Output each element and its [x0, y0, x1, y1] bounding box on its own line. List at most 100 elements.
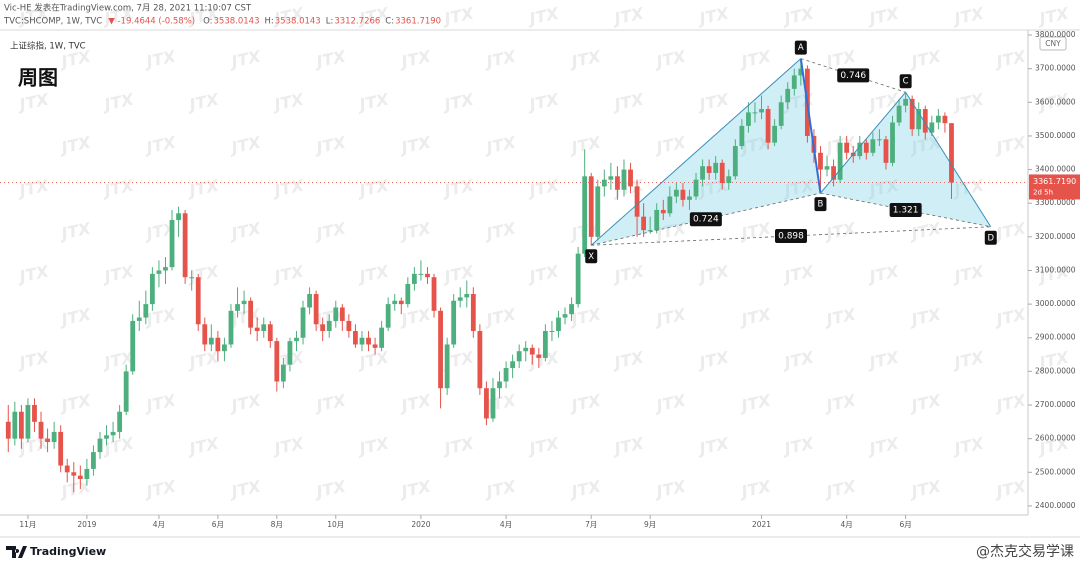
candle-body	[287, 341, 293, 365]
candle-body	[163, 267, 168, 271]
candle-body	[523, 347, 529, 352]
x-tick-label: 2019	[77, 520, 96, 529]
candle-body	[680, 189, 686, 200]
candle-body	[64, 465, 70, 473]
x-tick-label: 4月	[153, 520, 165, 529]
candle-body	[117, 411, 123, 432]
candle-body	[798, 68, 804, 76]
ratio-box	[689, 212, 722, 227]
candle-body	[84, 468, 90, 480]
currency-box	[1039, 36, 1067, 51]
x-tick-label: 6月	[212, 520, 224, 529]
candle-body	[366, 337, 371, 345]
candle-body	[280, 364, 286, 382]
ratio-box	[775, 229, 807, 244]
ratio-label: 1.321	[893, 205, 919, 215]
candle-body	[870, 139, 876, 153]
candle-body	[411, 273, 417, 284]
candle-body	[667, 196, 673, 214]
candle-body	[949, 123, 954, 183]
point-label: D	[988, 233, 995, 243]
quote-text: 3312.7266	[334, 17, 380, 27]
candle-body	[634, 186, 640, 217]
candle-body	[156, 270, 162, 274]
y-tick-label: 2700.0000	[1035, 400, 1076, 409]
candle-body	[601, 179, 607, 187]
candle-body	[759, 109, 764, 113]
candle-body	[392, 300, 398, 305]
candle-body	[752, 112, 758, 114]
quote-text: L:	[326, 17, 334, 27]
y-tick-label: 3500.0000	[1035, 131, 1076, 140]
candle-body	[372, 344, 378, 348]
candle-body	[379, 327, 385, 348]
chart-title: 周图	[18, 66, 58, 90]
candle-body	[542, 331, 548, 358]
point-label: C	[903, 77, 909, 87]
brand: TradingView	[30, 545, 106, 558]
candle-body	[136, 317, 142, 321]
pattern-area	[820, 92, 991, 227]
x-tick-label: 9月	[644, 520, 656, 529]
point-label: A	[798, 43, 804, 53]
candle-body	[837, 142, 843, 180]
candle-body	[857, 142, 863, 157]
candle-body	[333, 307, 339, 321]
candle-body	[104, 435, 109, 439]
candle-body	[97, 438, 103, 453]
candle-body	[274, 341, 280, 382]
candle-body	[615, 176, 620, 190]
candle-body	[326, 320, 332, 332]
candle-body	[398, 300, 404, 305]
pattern-line	[799, 58, 822, 194]
candle-body	[490, 388, 496, 419]
candle-body	[464, 294, 470, 298]
x-tick-label: 4月	[500, 520, 512, 529]
candle-body	[5, 421, 11, 439]
candle-body	[772, 125, 778, 143]
candle-body	[359, 337, 365, 345]
x-tick-label: 8月	[271, 520, 283, 529]
candle-body	[778, 102, 784, 126]
candle-body	[588, 176, 594, 237]
candle-body	[431, 277, 437, 311]
candle-body	[693, 179, 699, 197]
candle-body	[208, 337, 214, 345]
candle-body	[38, 421, 44, 439]
candle-body	[130, 320, 136, 372]
candle-body	[405, 283, 411, 305]
price-tag-value: 3361.7190	[1033, 177, 1076, 186]
pattern-area	[591, 58, 821, 246]
x-tick-label: 6月	[899, 520, 911, 529]
candle-body	[51, 431, 57, 443]
candle-body	[569, 304, 574, 315]
quote-text: O:	[203, 17, 212, 27]
candle-body	[267, 324, 273, 342]
candle-body	[896, 105, 902, 123]
y-tick-label: 3000.0000	[1035, 299, 1076, 308]
y-tick-label: 2800.0000	[1035, 366, 1076, 375]
candle-body	[582, 176, 588, 254]
candle-body	[353, 331, 358, 345]
candle-body	[313, 294, 319, 325]
y-tick-label: 3200.0000	[1035, 232, 1076, 241]
point-box	[585, 249, 598, 264]
candle-body	[935, 115, 941, 123]
candle-body	[477, 331, 483, 389]
candle-body	[739, 125, 745, 147]
candle-body	[765, 109, 771, 143]
y-tick-label: 3400.0000	[1035, 165, 1076, 174]
quote-text: 3538.0143	[275, 17, 321, 27]
x-tick-label: 2020	[411, 520, 430, 529]
candle-body	[222, 344, 227, 352]
candle-body	[575, 253, 581, 305]
y-tick-label: 3800.0000	[1035, 30, 1076, 39]
y-tick-label: 2900.0000	[1035, 333, 1076, 342]
candle-body	[549, 331, 555, 333]
candle-body	[228, 310, 234, 345]
y-tick-label: 2400.0000	[1035, 501, 1076, 510]
candle-body	[556, 317, 561, 332]
quote-text: H:	[264, 17, 273, 27]
candle-body	[732, 146, 738, 177]
